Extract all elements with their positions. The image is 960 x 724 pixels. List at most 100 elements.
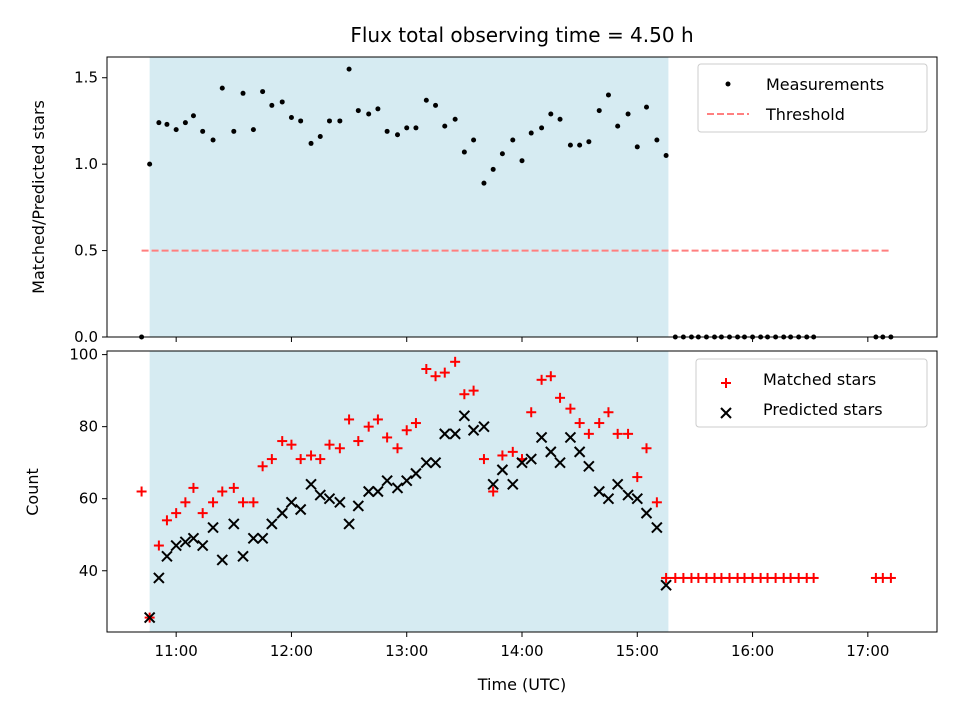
matched-star-point: [238, 497, 249, 508]
predicted-star-point: [545, 446, 557, 458]
measurement-point: [577, 142, 583, 148]
matched-star-point: [623, 428, 634, 439]
predicted-star-point: [179, 536, 192, 548]
measurement-point: [279, 99, 285, 105]
top-y-tick-label: 1.0: [74, 155, 98, 173]
matched-star-point: [583, 428, 594, 439]
measurement-point: [567, 142, 573, 148]
predicted-star-point: [458, 410, 471, 422]
matched-star-point: [885, 572, 896, 583]
measurement-point: [366, 111, 372, 117]
predicted-star-point: [143, 611, 156, 624]
matched-star-point: [180, 497, 191, 508]
matched-star-point: [430, 371, 441, 382]
predicted-star-point: [496, 464, 509, 476]
measurement-point: [481, 180, 487, 186]
matched-star-point: [372, 414, 383, 425]
predicted-star-point: [276, 507, 288, 519]
matched-star-point: [306, 450, 317, 461]
predicted-star-point: [216, 554, 228, 566]
legend-predicted-label: Predicted stars: [763, 400, 883, 419]
top-measurement-points: [139, 66, 894, 340]
matched-star-point: [468, 385, 479, 396]
legend-matched-label: Matched stars: [763, 370, 876, 389]
measurement-point: [308, 140, 314, 146]
matched-star-point: [295, 454, 306, 465]
measurement-point: [413, 125, 419, 131]
measurement-point: [452, 116, 458, 122]
measurement-point: [156, 120, 162, 126]
measurement-point: [395, 132, 400, 138]
matched-star-point: [334, 443, 345, 454]
predicted-star-point: [467, 424, 480, 436]
predicted-star-point: [660, 579, 672, 591]
bottom-y-tick-label: 40: [79, 562, 98, 580]
bottom-y-axis: 40 60 80 100: [69, 346, 107, 580]
predicted-star-point: [381, 474, 393, 487]
matched-star-point: [410, 418, 421, 429]
measurement-point: [471, 137, 477, 143]
matched-star-point: [353, 436, 364, 447]
x-tick-label: 13:00: [385, 642, 428, 660]
predicted-star-point: [535, 431, 548, 444]
predicted-star-point: [323, 492, 336, 505]
predicted-star-point: [651, 521, 663, 534]
predicted-star-point: [573, 446, 586, 458]
matched-star-point: [651, 497, 662, 508]
matched-star-point: [344, 414, 355, 425]
measurement-point: [654, 137, 660, 143]
predicted-star-point: [187, 532, 200, 545]
measurement-point: [510, 137, 516, 143]
predicted-star-point: [391, 482, 404, 494]
predicted-star-point: [170, 539, 182, 552]
bottom-y-axis-label: Count: [23, 468, 42, 516]
x-axis-label: Time (UTC): [477, 675, 566, 694]
matched-star-point: [136, 486, 147, 497]
measurement-point: [231, 128, 237, 134]
predicted-star-point: [294, 503, 307, 516]
measurement-point: [634, 144, 640, 150]
measurement-point: [596, 108, 602, 114]
matched-star-point: [450, 356, 461, 367]
legend-matched-marker: [721, 378, 731, 388]
measurement-point: [557, 116, 563, 122]
predicted-star-point: [196, 539, 209, 552]
matched-stars-points: [136, 356, 896, 623]
matched-star-point: [661, 572, 672, 583]
matched-star-point: [536, 374, 547, 385]
predicted-star-point: [153, 572, 165, 584]
x-tick-label: 11:00: [155, 642, 198, 660]
measurement-point: [586, 139, 592, 145]
matched-star-point: [266, 454, 277, 465]
measurement-point: [384, 128, 390, 134]
measurement-point: [539, 125, 545, 131]
measurement-point: [260, 89, 266, 95]
predicted-star-point: [410, 467, 422, 480]
predicted-star-point: [478, 420, 490, 433]
predicted-star-point: [611, 478, 624, 491]
matched-star-point: [641, 443, 652, 454]
top-panel: 0.0 0.5 1.0 1.5 Flux total observing time =…: [29, 23, 938, 346]
top-y-tick-label: 1.5: [74, 69, 98, 87]
measurement-point: [298, 118, 304, 124]
predicted-star-point: [314, 489, 326, 501]
matched-star-point: [459, 389, 470, 400]
predicted-star-point: [622, 489, 634, 501]
measurement-point: [625, 111, 631, 117]
measurement-point: [147, 161, 153, 167]
top-y-axis: 0.0 0.5 1.0 1.5: [74, 69, 107, 346]
matched-star-point: [188, 482, 199, 493]
predicted-star-point: [237, 550, 249, 563]
predicted-star-point: [161, 550, 173, 563]
top-y-tick-label: 0.5: [74, 242, 98, 260]
measurement-point: [519, 158, 525, 164]
predicted-star-point: [352, 500, 365, 512]
matched-star-point: [324, 439, 335, 450]
predicted-star-point: [334, 496, 346, 509]
top-plot-frame: [106, 56, 938, 338]
matched-star-point: [257, 461, 268, 472]
predicted-star-point: [439, 428, 451, 440]
predicted-star-point: [420, 456, 433, 469]
measurement-point: [461, 149, 467, 155]
